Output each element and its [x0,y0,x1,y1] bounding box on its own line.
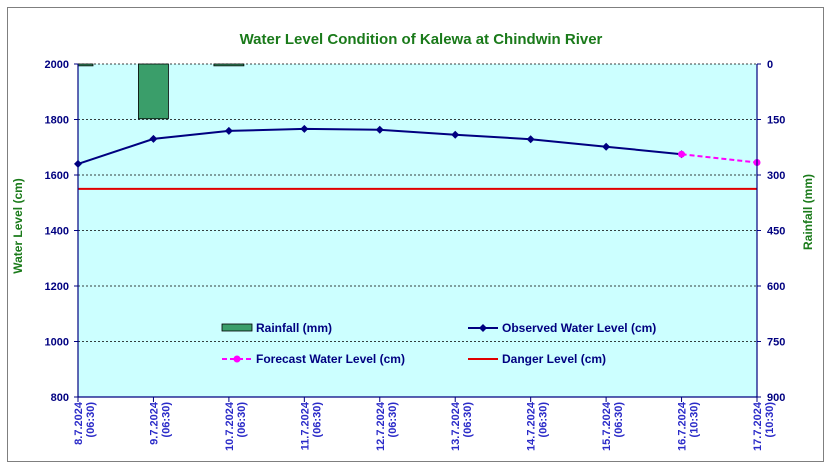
observed-point [300,124,309,133]
observed-point [224,126,233,135]
legend-label: Observed Water Level (cm) [502,321,656,335]
observed-point [451,130,460,139]
legend-label: Forecast Water Level (cm) [256,352,405,366]
y2-tick-label: 450 [767,226,785,238]
legend-swatch-rainfall [221,323,253,332]
y-tick-label: 1000 [45,337,69,349]
observed-point [375,125,384,134]
x-tick-label: 15.7.2024(06:30) [601,401,625,451]
y2-tick-label: 300 [767,170,785,182]
x-tick-label: 10.7.2024(06:30) [224,401,248,451]
y-tick-label: 2000 [45,59,69,71]
legend-label: Danger Level (cm) [502,352,606,366]
x-tick-label: 11.7.2024(06:30) [299,401,323,450]
y2-tick-label: 900 [767,392,785,404]
x-tick-label: 16.7.2024(10:30) [677,401,701,451]
rainfall-bar [138,63,169,120]
y-tick-label: 1400 [45,226,69,238]
legend-marker-forecast [233,355,241,363]
legend-label: Rainfall (mm) [256,321,332,335]
y2-axis-label: Rainfall (mm) [801,174,815,250]
observed-point [149,134,158,143]
x-tick-label: 12.7.2024(06:30) [375,401,399,451]
y-axis-label: Water Level (cm) [11,178,25,274]
observed-point [602,142,611,151]
rainfall-bar [213,63,245,67]
legend-marker-observed [479,324,487,332]
x-tick-label: 17.7.2024(10:30) [752,401,776,451]
y2-tick-label: 150 [767,115,785,127]
y-tick-label: 800 [51,392,69,404]
chart-title: Water Level Condition of Kalewa at Chind… [240,31,603,48]
x-tick-label: 9.7.2024(06:30) [148,401,172,445]
observed-point [526,135,535,144]
x-tick-label: 13.7.2024(06:30) [450,401,474,451]
x-tick-label: 14.7.2024(06:30) [526,401,550,451]
forecast-water-level-line [681,153,758,164]
y2-tick-label: 600 [767,281,785,293]
x-tick-label: 8.7.2024(06:30) [73,401,97,445]
y-tick-label: 1800 [45,115,69,127]
y-tick-label: 1600 [45,170,69,182]
y2-tick-label: 750 [767,337,785,349]
y-tick-label: 1200 [45,281,69,293]
y2-tick-label: 0 [767,59,773,71]
forecast-point [678,150,686,158]
rainfall-bar [77,63,94,67]
